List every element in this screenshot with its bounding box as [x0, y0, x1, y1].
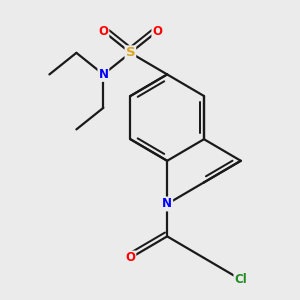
- Text: O: O: [152, 25, 162, 38]
- Text: Cl: Cl: [234, 273, 247, 286]
- Text: O: O: [98, 25, 108, 38]
- Text: O: O: [125, 251, 135, 265]
- Text: N: N: [98, 68, 108, 81]
- Text: N: N: [162, 197, 172, 211]
- Text: S: S: [126, 46, 135, 59]
